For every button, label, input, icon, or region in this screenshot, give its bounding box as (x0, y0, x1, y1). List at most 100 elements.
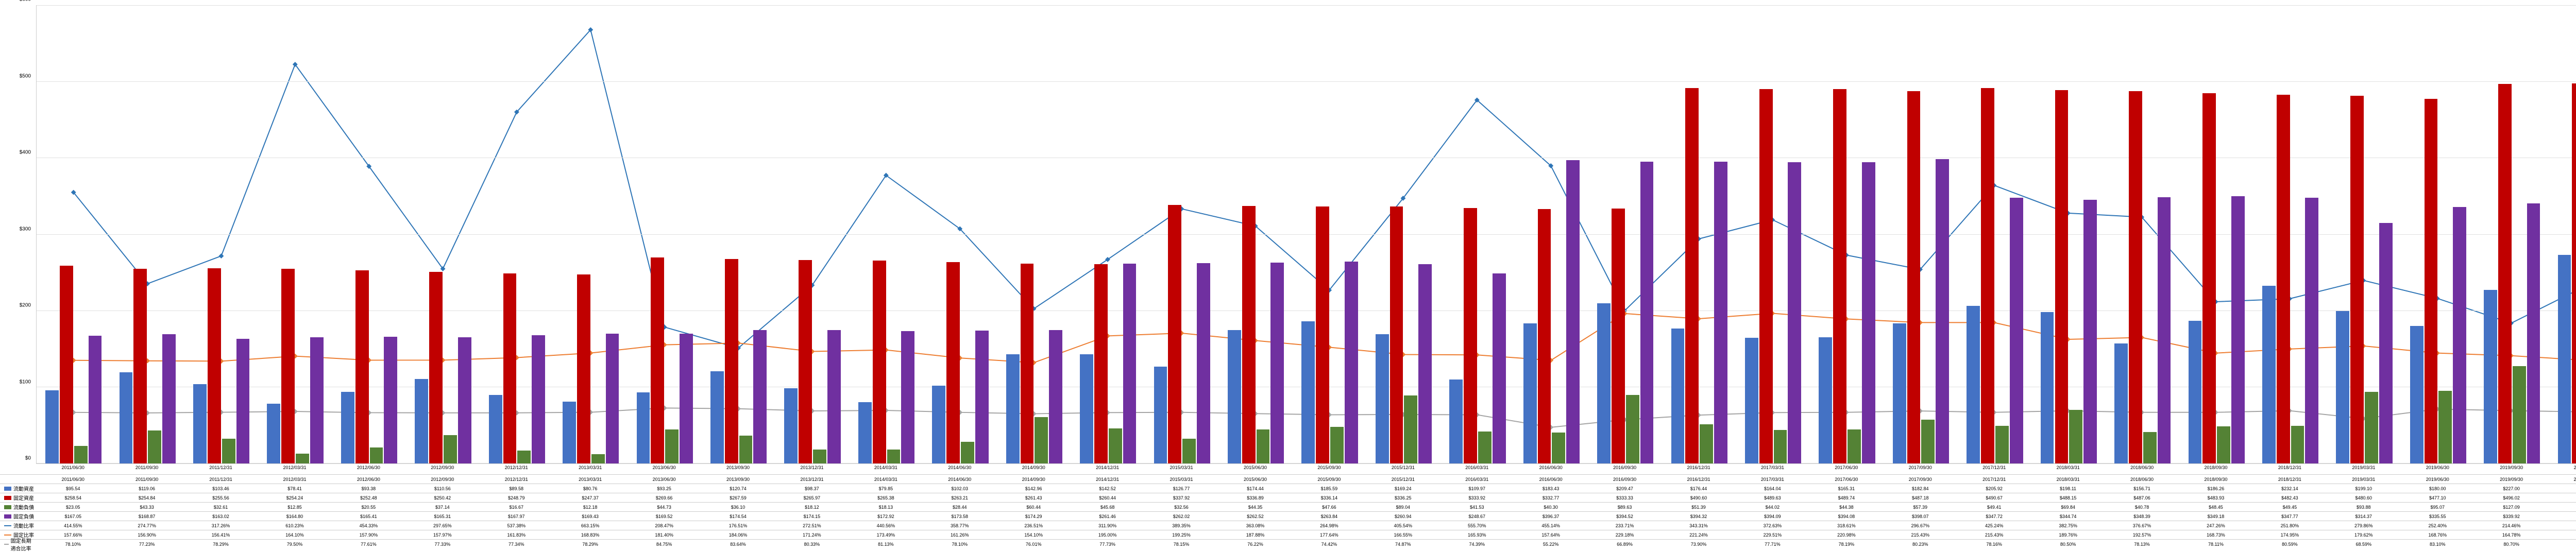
table-cell: $78.41 (258, 486, 331, 491)
bar-bar2 (1685, 88, 1699, 463)
table-cell: $36.10 (701, 505, 775, 510)
bar-bar2 (60, 266, 73, 463)
table-cell: 221.24% (1662, 532, 1735, 538)
bar-bar4 (975, 331, 989, 463)
table-cell: $267.59 (701, 495, 775, 501)
table-cell: $174.15 (775, 514, 849, 519)
x-label: 2017/03/31 (1761, 465, 1784, 470)
x-label: 2011/09/30 (135, 465, 158, 470)
table-cell: $344.74 (2031, 514, 2105, 519)
table-cell: 214.46% (2475, 523, 2548, 528)
table-cell: $18.12 (775, 505, 849, 510)
table-cell: $348.39 (2105, 514, 2179, 519)
table-cell: $263.84 (1292, 514, 1366, 519)
table-cell: 2013/03/31 (553, 477, 627, 482)
table-cell: 78.16% (1957, 542, 2031, 547)
bar-bar2 (503, 273, 517, 463)
table-cell: $176.44 (1662, 486, 1735, 491)
table-cell: 272.51% (775, 523, 849, 528)
x-label: 2015/09/30 (1317, 465, 1341, 470)
bar-bar2 (1021, 264, 1034, 463)
table-cell: 405.54% (1366, 523, 1440, 528)
table-cell: $174.44 (1218, 486, 1292, 491)
x-label: 2013/09/30 (726, 465, 750, 470)
table-cell: 157.64% (1514, 532, 1587, 538)
bar-bar4 (2231, 196, 2245, 463)
bar-bar4 (458, 337, 471, 463)
bar-bar2 (1833, 89, 1846, 463)
bar-bar2 (1094, 264, 1108, 463)
x-label: 2017/06/30 (1835, 465, 1858, 470)
table-cell: $347.77 (2253, 514, 2327, 519)
table-cell: $496.02 (2475, 495, 2548, 501)
table-cell: 181.40% (627, 532, 701, 538)
table-cell: $265.38 (849, 495, 923, 501)
table-row: 固定資産$258.54$254.84$255.56$254.24$252.48$… (0, 493, 2576, 502)
legend-label: 流動資産 (13, 485, 34, 492)
legend-swatch (4, 487, 11, 491)
bar-bar2 (1168, 205, 1181, 463)
bar-bar1 (2114, 343, 2128, 463)
bar-bar4 (2379, 223, 2393, 463)
marker-line1 (1105, 257, 1110, 262)
table-cell: $16.67 (480, 505, 553, 510)
table-cell: $332.77 (1514, 495, 1587, 501)
x-label: 2014/12/31 (1096, 465, 1119, 470)
table-cell: 74.42% (1292, 542, 1366, 547)
marker-line1 (218, 253, 224, 258)
table-cell: $69.84 (2031, 505, 2105, 510)
bar-bar2 (651, 257, 664, 463)
x-label: 2017/12/31 (1982, 465, 2006, 470)
bar-bar4 (2305, 198, 2318, 463)
bar-bar1 (932, 386, 945, 464)
table-cell: $347.72 (1957, 514, 2031, 519)
bar-bar4 (827, 330, 841, 463)
table-cell: 229.51% (1736, 532, 1809, 538)
table-cell: $165.31 (405, 514, 479, 519)
table-row: 固定長期適合比率78.10%77.23%78.29%79.50%77.61%77… (0, 539, 2576, 548)
bar-bar1 (2410, 326, 2424, 463)
table-cell: 78.13% (2105, 542, 2179, 547)
table-cell: $167.97 (480, 514, 553, 519)
table-cell: 440.56% (849, 523, 923, 528)
table-cell: $12.85 (258, 505, 331, 510)
table-cell: 157.97% (405, 532, 479, 538)
table-cell: $89.04 (1366, 505, 1440, 510)
table-cell: 66.89% (1588, 542, 1662, 547)
legend-swatch (4, 505, 11, 509)
table-cell: 80.70% (2475, 542, 2548, 547)
bar-bar2 (2572, 83, 2576, 463)
table-cell: $173.58 (923, 514, 996, 519)
bar-bar4 (310, 337, 324, 463)
bar-bar3 (1552, 433, 1565, 463)
table-cell: 363.08% (1218, 523, 1292, 528)
table-cell: $248.79 (480, 495, 553, 501)
table-cell: $93.88 (2327, 505, 2400, 510)
legend-swatch (4, 496, 11, 500)
x-label: 2019/03/31 (2352, 465, 2375, 470)
table-cell: $103.46 (184, 486, 258, 491)
table-cell: 187.88% (1218, 532, 1292, 538)
table-cell: $41.53 (1440, 505, 1514, 510)
bar-bar2 (799, 260, 812, 463)
x-label: 2019/09/30 (2500, 465, 2523, 470)
table-cell: 2019/09/30 (2475, 477, 2548, 482)
table-cell: 161.26% (923, 532, 996, 538)
table-cell: 233.71% (1588, 523, 1662, 528)
bar-bar1 (489, 395, 502, 463)
table-cell: $165.41 (332, 514, 405, 519)
table-cell: 274.77% (110, 523, 183, 528)
bar-bar1 (193, 384, 207, 463)
table-cell: 80.33% (775, 542, 849, 547)
bar-bar2 (2129, 91, 2142, 463)
table-cell: 195.00% (1071, 532, 1144, 538)
bar-bar1 (267, 404, 280, 463)
table-cell: $37.14 (405, 505, 479, 510)
table-cell: 2017/03/31 (1736, 477, 1809, 482)
bar-bar3 (1995, 426, 2009, 463)
table-cell: $247.37 (553, 495, 627, 501)
table-cell: $227.00 (2475, 486, 2548, 491)
x-label: 2011/06/30 (62, 465, 84, 470)
table-cell: 83.10% (2401, 542, 2475, 547)
table-cell: $109.97 (1440, 486, 1514, 491)
